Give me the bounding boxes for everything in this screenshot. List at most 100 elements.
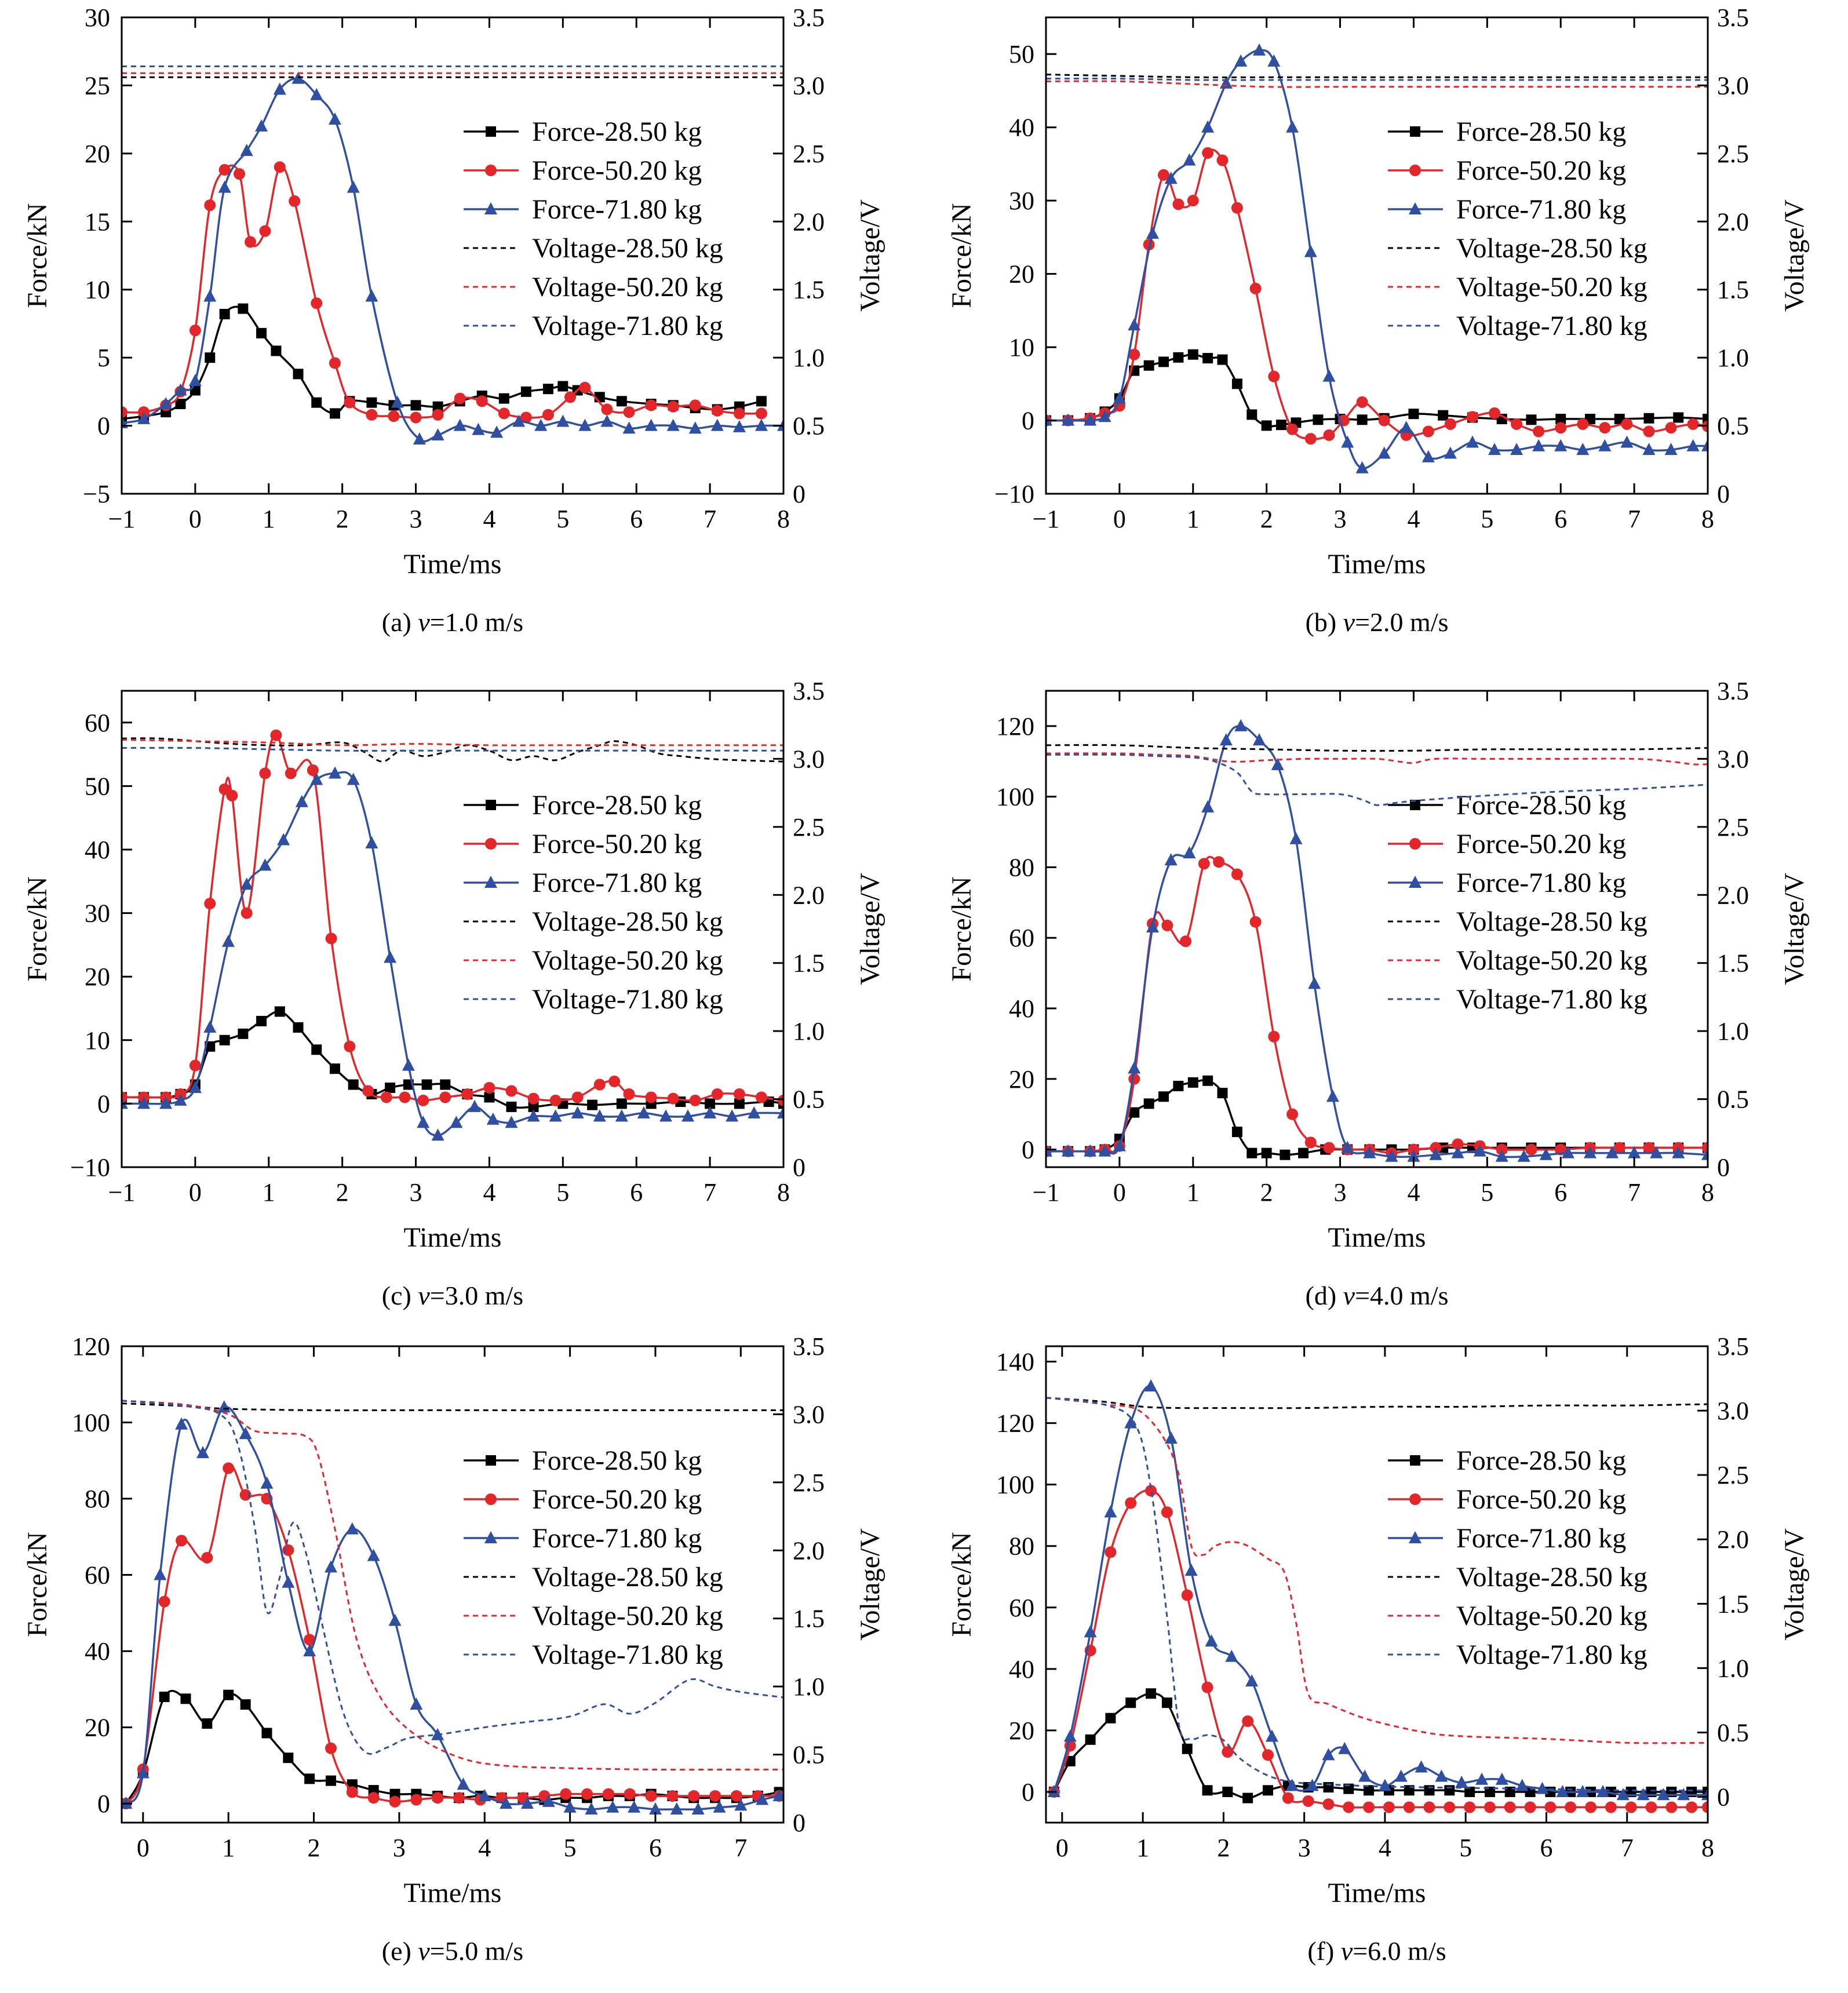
data-point bbox=[1063, 1729, 1077, 1742]
data-point bbox=[498, 393, 509, 404]
data-point bbox=[1084, 1144, 1097, 1157]
data-point bbox=[1242, 1792, 1253, 1803]
data-point bbox=[329, 1063, 340, 1074]
data-point bbox=[180, 1693, 191, 1704]
data-point bbox=[1664, 443, 1678, 456]
data-point bbox=[1231, 378, 1242, 389]
x-tick-label: 0 bbox=[1113, 505, 1126, 533]
data-point bbox=[1341, 1141, 1354, 1153]
data-point bbox=[1672, 1146, 1685, 1158]
legend-item: Force-28.50 kg bbox=[464, 1445, 702, 1476]
data-point bbox=[410, 1794, 422, 1806]
y2-tick-label: 1.5 bbox=[1717, 1590, 1749, 1618]
data-point bbox=[1585, 1801, 1597, 1813]
data-point bbox=[1158, 169, 1170, 181]
data-point bbox=[175, 398, 186, 409]
legend: Force-28.50 kg Force-50.20 kg Force-71.80 … bbox=[464, 116, 723, 341]
x-axis: −1 0 1 2 3 4 5 6 7 8 bbox=[108, 17, 790, 533]
data-point bbox=[1267, 54, 1281, 67]
y-axis-left: −5 0 5 10 15 20 25 30 bbox=[83, 3, 132, 508]
data-point bbox=[137, 411, 151, 424]
legend-item: Voltage-50.20 kg bbox=[1388, 945, 1647, 976]
data-point bbox=[1466, 411, 1478, 423]
y-axis-left: 0 20 40 60 80 100 120 140 bbox=[996, 1348, 1056, 1806]
data-point bbox=[328, 112, 341, 125]
y2-tick-label: 1.0 bbox=[793, 1673, 825, 1701]
data-point bbox=[366, 409, 378, 421]
data-point bbox=[346, 1786, 358, 1798]
series-line bbox=[125, 1465, 779, 1805]
data-point bbox=[472, 422, 485, 435]
x-tick-label: 6 bbox=[1554, 505, 1567, 533]
data-point bbox=[1046, 1144, 1052, 1157]
legend-marker bbox=[485, 838, 497, 850]
data-point bbox=[238, 303, 249, 314]
legend-label: Voltage-50.20 kg bbox=[1456, 1601, 1647, 1631]
data-point bbox=[1145, 1485, 1157, 1497]
data-point bbox=[1565, 1801, 1577, 1813]
y2-tick-label: 2.0 bbox=[793, 1536, 825, 1565]
y-tick-label: 20 bbox=[1009, 1065, 1034, 1094]
x-tick-label: 0 bbox=[1056, 1834, 1069, 1862]
y2-tick-label: 0.5 bbox=[1717, 412, 1749, 440]
data-point bbox=[1180, 935, 1192, 948]
series-voltage-50-20-kg bbox=[122, 1400, 783, 1771]
y2-tick-label: 2.0 bbox=[1717, 1525, 1749, 1554]
y2-tick-label: 2.0 bbox=[793, 207, 825, 236]
data-point bbox=[1343, 1783, 1354, 1794]
series-voltage-50-20-kg bbox=[1046, 80, 1708, 88]
y-tick-label: 120 bbox=[996, 1409, 1034, 1438]
panel-caption: (d) v=4.0 m/s bbox=[1306, 1281, 1449, 1310]
data-point bbox=[285, 767, 297, 779]
panel-caption: (b) v=2.0 m/s bbox=[1306, 607, 1449, 637]
data-point bbox=[1161, 1697, 1172, 1708]
x-tick-label: 8 bbox=[1701, 1834, 1714, 1862]
legend-item: Force-71.80 kg bbox=[464, 868, 702, 898]
data-point bbox=[1703, 1786, 1708, 1797]
data-point bbox=[389, 1795, 401, 1808]
data-point bbox=[282, 1544, 294, 1556]
data-point bbox=[1515, 1779, 1529, 1791]
x-tick-label: 1 bbox=[263, 1178, 275, 1207]
x-tick-label: 2 bbox=[336, 505, 349, 533]
data-point bbox=[1621, 418, 1633, 430]
caption-prefix: (b) bbox=[1306, 607, 1343, 637]
legend-label: Force-50.20 kg bbox=[1456, 829, 1626, 859]
legend-item: Voltage-28.50 kg bbox=[464, 233, 723, 264]
data-point bbox=[1144, 1379, 1158, 1391]
data-point bbox=[453, 418, 466, 431]
legend-item: Force-50.20 kg bbox=[1388, 829, 1626, 859]
data-point bbox=[1249, 282, 1262, 294]
chart-panel-a: Force-28.50 kg Force-50.20 kg Force-71.80 … bbox=[0, 0, 924, 664]
data-point bbox=[1231, 202, 1243, 214]
data-point bbox=[1358, 1769, 1372, 1782]
data-point bbox=[1268, 370, 1280, 382]
data-point bbox=[616, 396, 627, 407]
legend-label: Voltage-71.80 kg bbox=[532, 311, 723, 341]
data-point bbox=[226, 789, 238, 801]
x-tick-label: 5 bbox=[1481, 505, 1493, 533]
legend-label: Force-71.80 kg bbox=[1456, 194, 1626, 225]
data-point bbox=[1517, 1149, 1530, 1162]
data-point bbox=[1298, 1147, 1309, 1158]
caption-prefix: (a) bbox=[382, 607, 418, 637]
data-point bbox=[188, 374, 202, 387]
x-tick-label: 7 bbox=[704, 1178, 716, 1207]
series-voltage-71-80-kg bbox=[1046, 78, 1708, 81]
data-point bbox=[1242, 1715, 1254, 1727]
legend-marker bbox=[485, 165, 497, 176]
legend-marker bbox=[1409, 1531, 1421, 1543]
data-point bbox=[1252, 43, 1266, 56]
x-axis: 0 1 2 3 4 5 6 7 bbox=[137, 1346, 747, 1862]
legend-item: Force-50.20 kg bbox=[1388, 155, 1626, 186]
data-point bbox=[1249, 916, 1262, 928]
data-point bbox=[756, 1792, 769, 1805]
x-tick-label: 6 bbox=[649, 1834, 662, 1862]
series-voltage-28-50-kg bbox=[1046, 744, 1708, 752]
data-point bbox=[1483, 1801, 1496, 1813]
data-point bbox=[1596, 1784, 1609, 1797]
legend-label: Force-28.50 kg bbox=[532, 1445, 702, 1476]
data-point bbox=[1555, 422, 1567, 434]
data-point bbox=[219, 1034, 230, 1045]
legend-label: Force-71.80 kg bbox=[532, 1523, 702, 1554]
